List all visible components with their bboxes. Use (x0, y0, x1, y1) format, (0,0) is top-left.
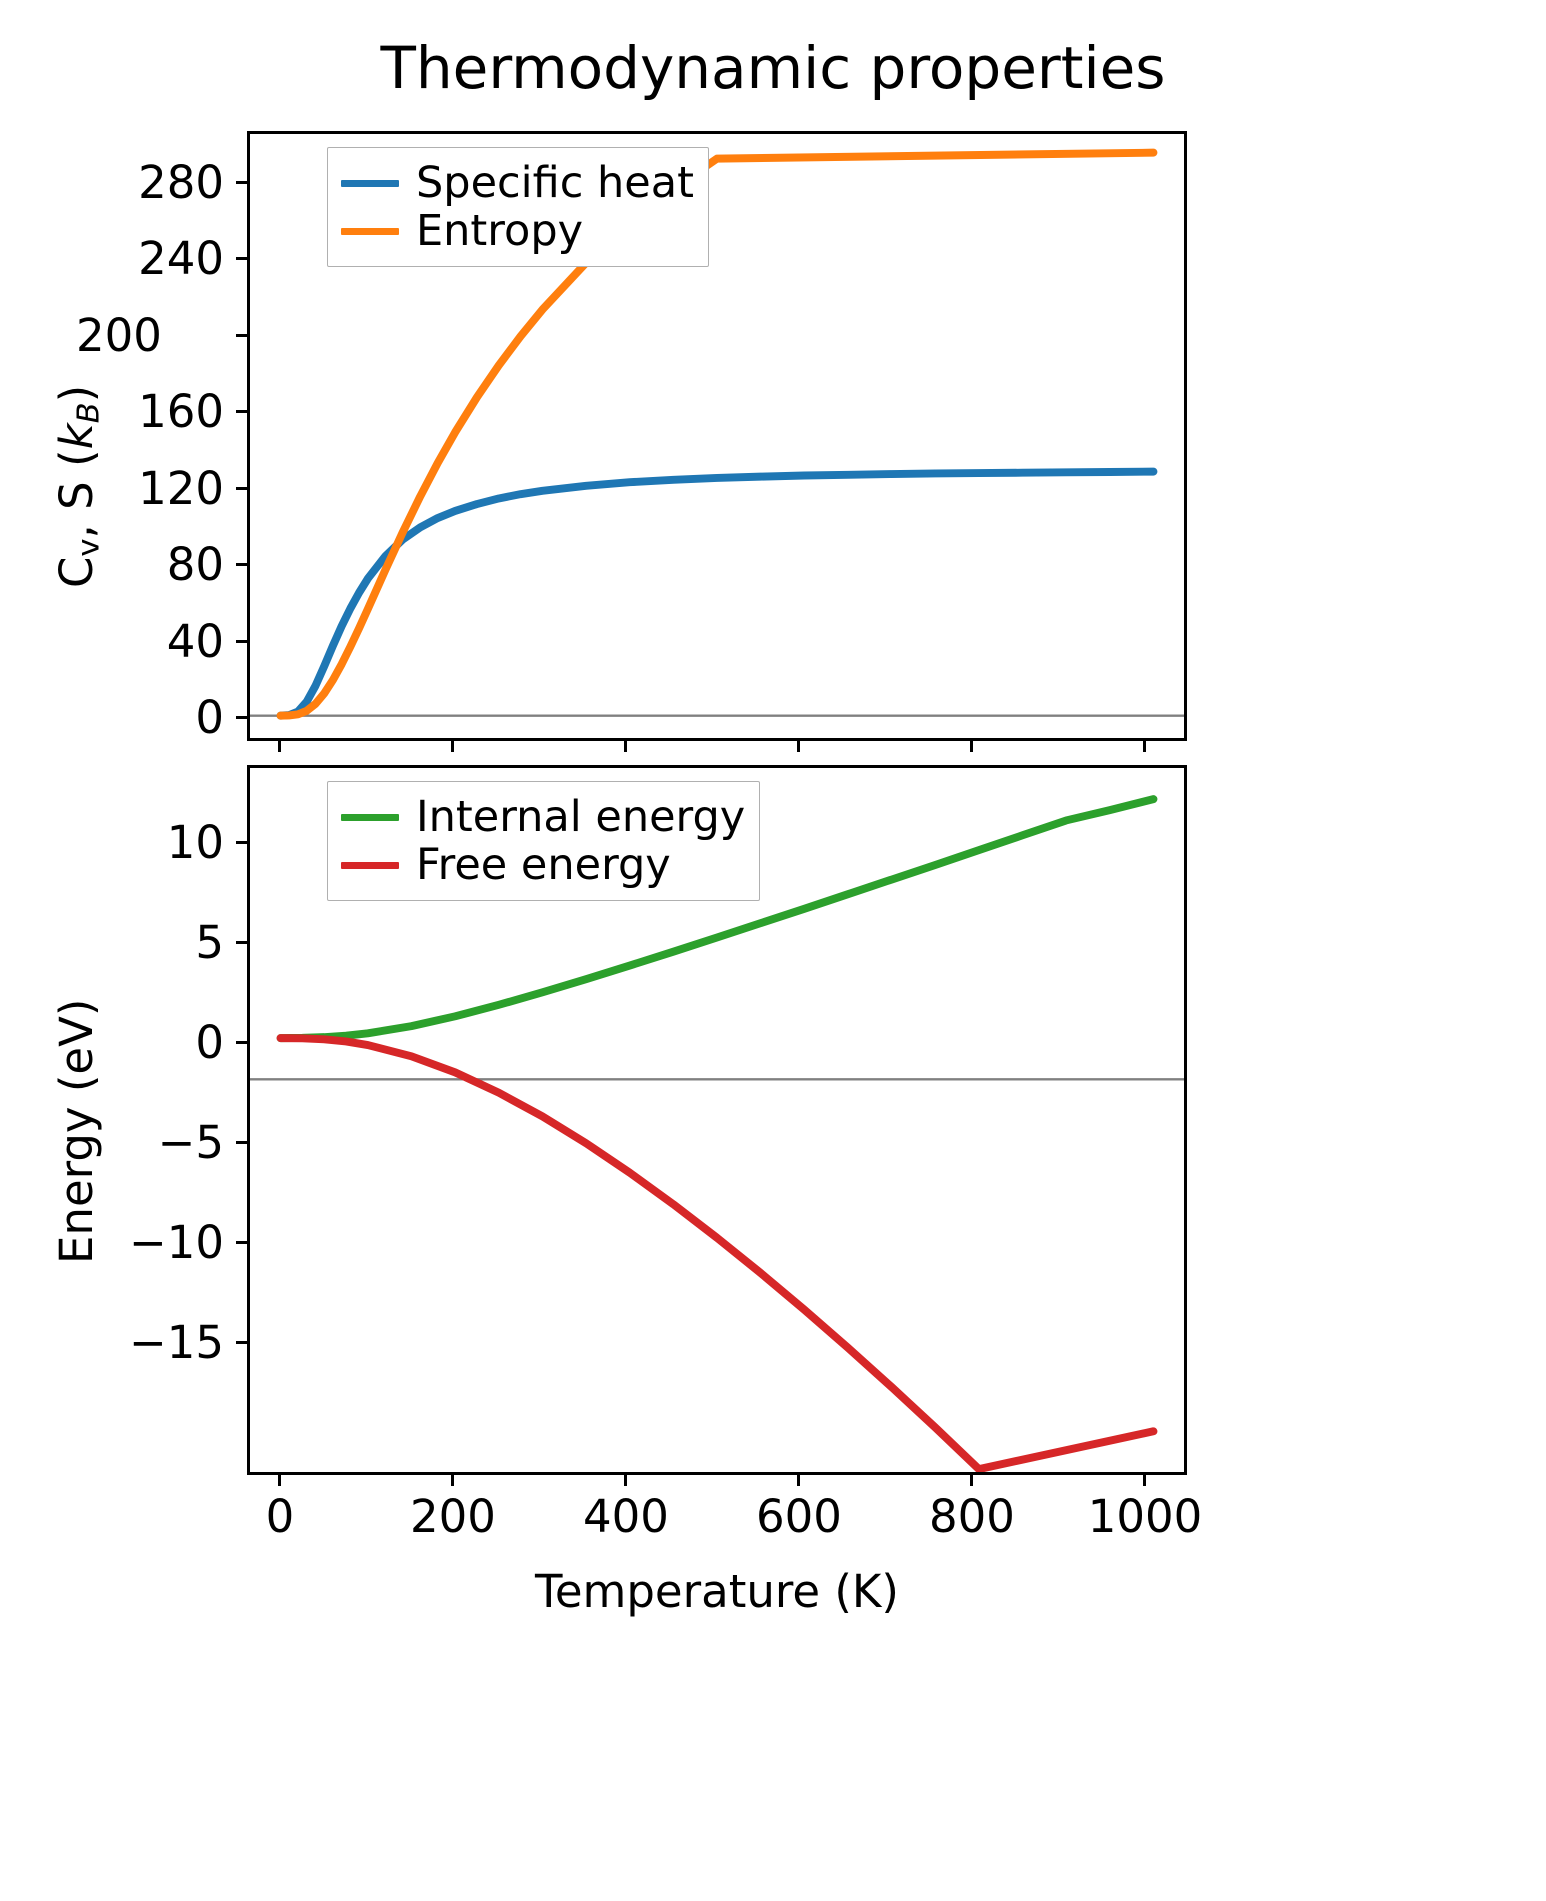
figure-title: Thermodynamic properties (380, 34, 1166, 102)
bottom-ytick-m15 (236, 1341, 247, 1344)
legend-swatch-internal-energy (341, 813, 399, 821)
top-ytick-40 (236, 640, 247, 643)
top-ytick-label-120: 120 (138, 462, 224, 515)
ylabel-cv-sub: v (71, 538, 107, 557)
series-specific-heat (276, 467, 1158, 720)
legend-item-entropy[interactable]: Entropy (341, 207, 694, 255)
bottom-xtick-1000 (1143, 1475, 1146, 1486)
bottom-xtick-600 (797, 1475, 800, 1486)
legend-item-specific-heat[interactable]: Specific heat (341, 159, 694, 207)
legend-label-specific-heat: Specific heat (416, 157, 694, 208)
ylabel-k: k (50, 423, 103, 450)
ylabel-mid: , S ( (50, 449, 103, 539)
bottom-ytick-5 (236, 941, 247, 944)
bottom-xtick-200 (451, 1475, 454, 1486)
xaxis-label: Temperature (K) (535, 1565, 899, 1618)
top-panel-legend: Specific heat Entropy (327, 147, 709, 267)
top-panel-ylabel: Cv, S (kB) (50, 385, 107, 588)
xtick-label-1000: 1000 (1087, 1490, 1203, 1543)
legend-swatch-specific-heat (341, 179, 399, 187)
ylabel-cv-c: C (50, 556, 103, 588)
top-ytick-280 (236, 181, 247, 184)
top-ytick-120 (236, 487, 247, 490)
xtick-label-200: 200 (410, 1490, 496, 1543)
bottom-ytick-label-0: 0 (195, 1016, 224, 1069)
top-xtick-0 (278, 741, 281, 752)
bottom-panel-legend: Internal energy Free energy (327, 781, 761, 901)
top-ytick-label-240: 240 (138, 232, 224, 285)
top-xtick-400 (624, 741, 627, 752)
legend-label-internal-energy: Internal energy (416, 791, 746, 842)
top-ytick-160 (236, 410, 247, 413)
legend-swatch-free-energy (341, 861, 399, 869)
bottom-panel-ylabel: Energy (eV) (50, 998, 103, 1264)
legend-item-internal-energy[interactable]: Internal energy (341, 793, 745, 841)
legend-label-free-energy: Free energy (416, 839, 671, 890)
bottom-ytick-m5 (236, 1141, 247, 1144)
legend-swatch-entropy (341, 227, 399, 235)
top-ytick-label-40: 40 (166, 615, 224, 668)
top-xtick-200 (451, 741, 454, 752)
top-ytick-label-0: 0 (195, 691, 224, 744)
top-xtick-600 (797, 741, 800, 752)
bottom-ytick-10 (236, 841, 247, 844)
bottom-xtick-0 (278, 1475, 281, 1486)
bottom-ytick-label-m15: −15 (129, 1316, 224, 1369)
bottom-ytick-0 (236, 1041, 247, 1044)
top-ytick-label-80: 80 (166, 538, 224, 591)
top-xtick-1000 (1143, 741, 1146, 752)
top-ytick-label-280: 280 (138, 156, 224, 209)
xtick-label-600: 600 (756, 1490, 842, 1543)
top-ytick-label-160: 160 (138, 385, 224, 438)
bottom-ytick-label-5: 5 (195, 916, 224, 969)
ylabel-suffix: ) (50, 384, 103, 403)
bottom-ytick-label-m5: −5 (157, 1116, 224, 1169)
legend-label-entropy: Entropy (416, 205, 584, 256)
bottom-ytick-label-m10: −10 (129, 1216, 224, 1269)
series-free-energy (276, 1034, 1158, 1472)
series-internal-energy (276, 795, 1158, 1043)
xtick-label-400: 400 (583, 1490, 669, 1543)
xtick-label-0: 0 (265, 1490, 295, 1543)
bottom-xtick-400 (624, 1475, 627, 1486)
ylabel-k-sub: B (71, 402, 107, 424)
top-ytick-80 (236, 563, 247, 566)
bottom-ytick-m10 (236, 1241, 247, 1244)
top-ytick-240 (236, 257, 247, 260)
top-ytick-label-200: 200 (76, 309, 162, 362)
bottom-panel-plot-area (250, 795, 1184, 1472)
top-ytick-0 (236, 716, 247, 719)
top-ytick-200 (236, 334, 247, 337)
top-xtick-800 (970, 741, 973, 752)
legend-item-free-energy[interactable]: Free energy (341, 841, 745, 889)
xtick-label-800: 800 (929, 1490, 1015, 1543)
bottom-ytick-label-10: 10 (166, 816, 224, 869)
bottom-xtick-800 (970, 1475, 973, 1486)
